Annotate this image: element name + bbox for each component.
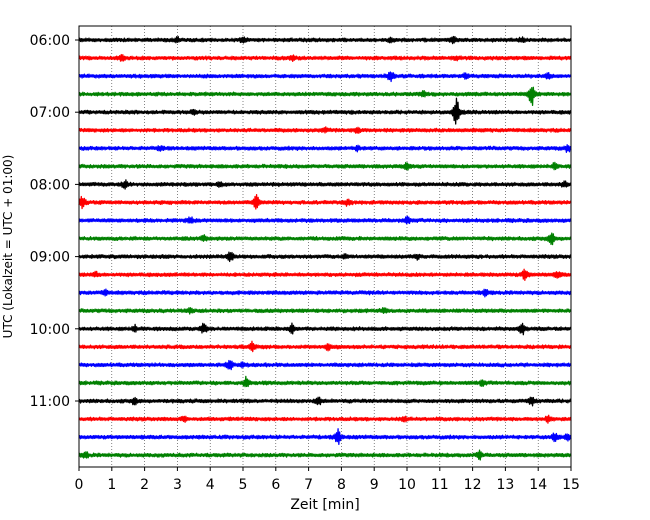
trace-group	[78, 35, 572, 461]
trace-1030	[78, 359, 572, 371]
x-tick-label: 3	[173, 477, 182, 493]
y-tick-label: 06:00	[30, 33, 70, 49]
x-tick-label: 6	[271, 477, 280, 493]
y-tick-label: 08:00	[30, 177, 70, 193]
x-tick-label: 13	[496, 477, 514, 493]
trace-0600	[78, 35, 572, 45]
trace-0745	[78, 161, 572, 171]
x-tick-label: 0	[75, 477, 84, 493]
y-tick-label: 09:00	[30, 250, 70, 266]
x-tick-label: 11	[431, 477, 449, 493]
x-tick-label: 10	[398, 477, 416, 493]
trace-0900	[78, 251, 572, 263]
trace-0700	[78, 97, 572, 125]
x-axis-label: Zeit [min]	[290, 497, 359, 513]
x-tick-label: 7	[304, 477, 313, 493]
trace-1000	[78, 322, 572, 336]
trace-0630	[78, 71, 572, 83]
x-tick-label: 5	[239, 477, 248, 493]
x-tick-label: 9	[370, 477, 379, 493]
trace-0930	[78, 288, 572, 298]
x-tick-label: 2	[140, 477, 149, 493]
plot-frame	[78, 25, 572, 468]
trace-0815	[78, 194, 572, 210]
y-axis-label: UTC (Lokalzeit = UTC + 01:00)	[1, 155, 15, 339]
trace-1115	[78, 414, 572, 424]
x-tick-label: 4	[206, 477, 215, 493]
trace-0830	[78, 215, 572, 225]
y-tick-label: 07:00	[30, 105, 70, 121]
x-ticks: 0 1 2 3 4 5 6 7 8 9 10 11 12 13 14 15	[75, 467, 580, 493]
trace-0615	[78, 53, 572, 63]
trace-0645	[78, 86, 572, 107]
trace-0800	[78, 179, 572, 190]
x-tick-label: 12	[464, 477, 482, 493]
x-tick-label: 14	[529, 477, 547, 493]
trace-1100	[78, 396, 572, 407]
trace-0845	[78, 232, 572, 246]
trace-0730	[78, 144, 572, 153]
trace-1130	[78, 428, 572, 445]
trace-1015	[78, 340, 572, 353]
y-tick-label: 10:00	[30, 322, 70, 338]
trace-1045	[78, 375, 572, 388]
trace-0915	[78, 268, 572, 281]
trace-0945	[78, 307, 572, 315]
x-tick-label: 8	[337, 477, 346, 493]
x-tick-label: 15	[562, 477, 580, 493]
x-tick-label: 1	[107, 477, 116, 493]
y-tick-label: 11:00	[30, 394, 70, 410]
trace-0715	[78, 126, 572, 134]
y-ticks: 06:00 07:00 08:00 09:00 10:00 11:00	[30, 33, 79, 410]
trace-1145	[78, 449, 572, 461]
